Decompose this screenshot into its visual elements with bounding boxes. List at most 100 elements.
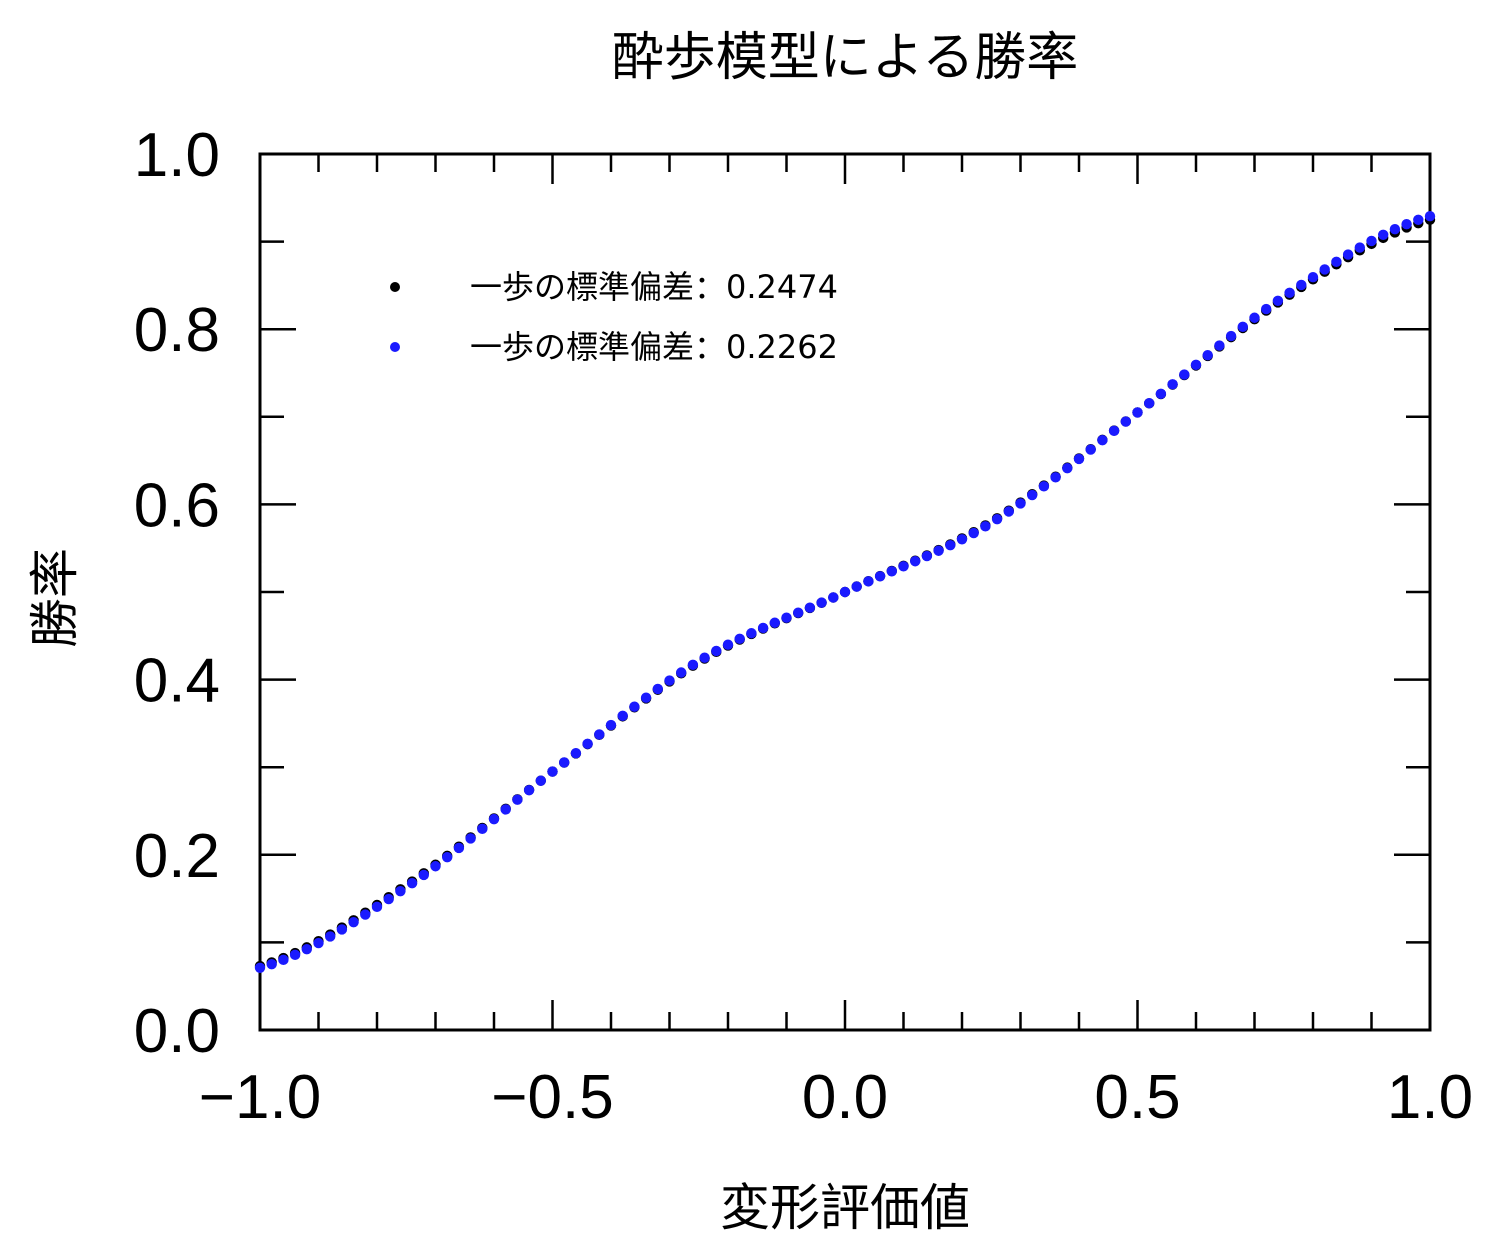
data-point-series-2 [1401, 218, 1412, 230]
data-point-series-2 [968, 527, 979, 539]
data-point-series-2 [1108, 425, 1120, 437]
data-point-series-2 [418, 869, 429, 881]
data-point-series-2 [757, 622, 769, 634]
x-tick-label: 0.5 [1094, 1063, 1180, 1132]
data-point-series-2 [1073, 453, 1085, 465]
x-tick-label: −1.0 [199, 1063, 321, 1132]
data-point-series-2 [804, 602, 816, 613]
data-point-series-2 [874, 571, 886, 582]
data-point-series-2 [921, 550, 933, 562]
data-point-series-2 [629, 701, 640, 712]
data-point-series-2 [559, 757, 570, 768]
data-point-series-2 [1214, 340, 1225, 351]
data-point-series-2 [1261, 303, 1272, 315]
data-point-series-2 [1331, 256, 1342, 268]
data-point-series-2 [1190, 359, 1202, 371]
x-tick-label: 0.0 [802, 1063, 888, 1132]
data-point-series-2 [1389, 223, 1401, 235]
x-tick-label: −0.5 [491, 1063, 613, 1132]
data-point-series-2 [1378, 229, 1389, 241]
data-point-series-2 [1342, 249, 1354, 260]
data-point-series-2 [781, 612, 792, 623]
data-point-series-2 [383, 893, 394, 905]
legend: 一歩の標準偏差：0.2474 一歩の標準偏差：0.2262 [390, 268, 838, 366]
data-point-series-2 [1366, 235, 1377, 247]
data-point-series-2 [933, 545, 944, 556]
data-point-series-2 [711, 645, 722, 657]
data-point-series-2 [652, 683, 663, 695]
data-point-series-2 [313, 937, 324, 949]
data-point-series-2 [746, 628, 757, 639]
data-point-series-2 [582, 738, 593, 750]
data-point-series-2 [1272, 295, 1284, 306]
data-point-series-2 [278, 954, 289, 966]
data-point-series-2 [886, 566, 897, 577]
data-point-series-2 [453, 842, 465, 854]
data-point-series-2 [465, 833, 476, 844]
data-point-series-2 [1050, 472, 1061, 483]
data-point-series-2 [898, 561, 909, 572]
data-point-series-2 [371, 901, 383, 913]
data-point-series-2 [722, 639, 734, 650]
legend-label-series-2: 一歩の標準偏差：0.2262 [470, 328, 838, 366]
data-point-series-2 [430, 861, 441, 872]
data-point-series-2 [699, 652, 710, 663]
tick-labels: −1.0 −0.5 0.0 0.5 1.0 0.0 0.2 0.4 0.6 0.8 1.0 [134, 121, 1473, 1132]
data-point-series-2 [1413, 214, 1424, 226]
data-point-series-2 [1120, 416, 1132, 427]
data-point-series-2 [1296, 279, 1307, 291]
data-point-series-2 [289, 949, 301, 961]
data-point-series-2 [816, 597, 827, 608]
data-point-series-2 [1062, 463, 1073, 474]
data-point-series-2 [266, 958, 277, 970]
data-point-series-2 [1027, 489, 1038, 501]
data-point-series-2 [395, 885, 406, 897]
data-point-series-2 [477, 823, 488, 835]
data-point-series-2 [594, 729, 605, 740]
data-point-series-2 [1237, 321, 1249, 332]
data-point-series-2 [500, 804, 511, 815]
y-tick-label: 0.4 [134, 647, 220, 716]
data-point-series-2 [1003, 506, 1014, 517]
x-tick-label: 1.0 [1387, 1063, 1473, 1132]
data-point-series-2 [851, 581, 862, 592]
data-point-series-2 [1202, 349, 1213, 361]
data-points [254, 210, 1436, 974]
legend-label-series-1: 一歩の標準偏差：0.2474 [470, 268, 838, 306]
chart-title: 酔歩模型による勝率 [612, 28, 1078, 88]
data-point-series-2 [1319, 264, 1330, 275]
data-point-series-2 [512, 794, 523, 805]
legend-marker-series-2 [390, 342, 400, 352]
data-point-series-2 [360, 909, 371, 920]
data-point-series-2 [301, 943, 312, 955]
data-point-series-2 [664, 675, 675, 686]
data-point-series-2 [676, 667, 687, 678]
data-point-series-2 [254, 962, 266, 974]
data-point-series-2 [1085, 444, 1096, 455]
data-point-series-2 [535, 775, 546, 786]
data-point-series-2 [523, 784, 535, 796]
data-point-series-2 [1284, 287, 1295, 299]
data-point-series-2 [1225, 330, 1237, 342]
data-point-series-2 [839, 586, 851, 598]
data-point-series-2 [1155, 388, 1167, 400]
data-point-series-2 [348, 916, 359, 928]
y-tick-label: 0.8 [134, 296, 220, 365]
data-point-series-2 [1167, 379, 1178, 390]
data-point-series-2 [1015, 498, 1026, 509]
data-point-series-2 [828, 592, 839, 603]
data-point-series-2 [734, 633, 745, 645]
data-point-series-2 [406, 878, 418, 889]
data-point-series-2 [793, 607, 804, 618]
y-tick-label: 0.2 [134, 822, 220, 891]
data-point-series-2 [640, 692, 652, 703]
data-point-series-2 [1249, 312, 1260, 323]
data-point-series-2 [769, 617, 780, 628]
data-point-series-2 [910, 556, 921, 567]
data-point-series-2 [945, 539, 956, 551]
data-point-series-2 [325, 931, 336, 942]
y-tick-label: 0.6 [134, 471, 220, 540]
data-point-series-2 [1038, 481, 1050, 492]
data-point-series-2 [1424, 210, 1436, 222]
